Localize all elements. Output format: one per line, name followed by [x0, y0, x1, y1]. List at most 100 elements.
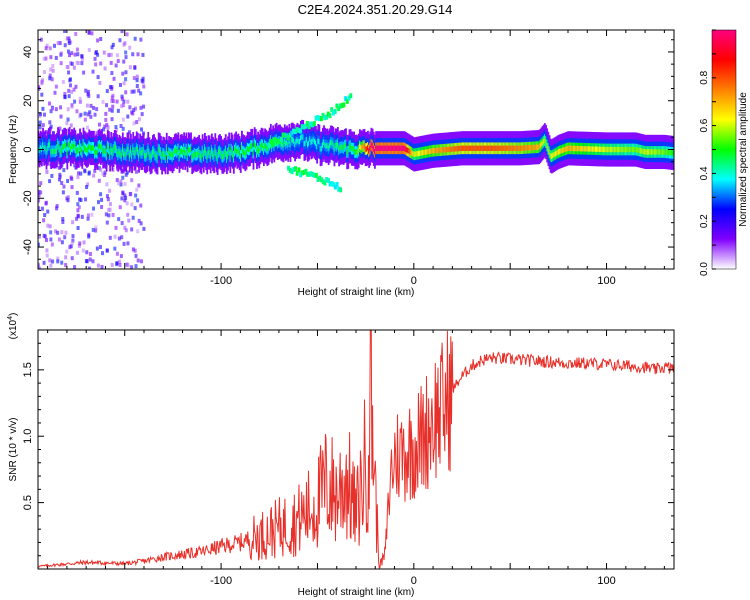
ridge-mark [599, 146, 602, 152]
ridge-mark [162, 151, 165, 157]
branch-mark [306, 171, 310, 177]
ridge-mark [491, 145, 494, 151]
ridge-mark [633, 146, 635, 153]
noise-speckle [110, 98, 114, 103]
noise-speckle [49, 67, 53, 72]
ridge-mark [563, 147, 566, 153]
ridge-mark [244, 151, 247, 157]
noise-speckle [44, 201, 48, 206]
branch-mark [314, 115, 318, 121]
noise-speckle [45, 253, 49, 258]
ridge-mark [145, 153, 147, 159]
ridge-mark [448, 146, 450, 153]
branch-mark [321, 112, 325, 118]
branch-mark [300, 124, 304, 130]
ridge-mark [441, 147, 443, 153]
branch-mark [332, 182, 336, 188]
ridge-mark [96, 150, 99, 156]
ridge-mark [602, 146, 605, 153]
ridge-mark [613, 146, 616, 153]
noise-speckle [136, 198, 140, 203]
noise-speckle [131, 52, 135, 57]
noise-speckle [78, 96, 82, 101]
branch-mark [340, 102, 344, 108]
branch-mark [281, 132, 285, 138]
ridge-mark [394, 145, 397, 151]
ridge-mark [341, 144, 344, 150]
ridge-mark [605, 146, 608, 153]
ridge-mark [622, 146, 625, 153]
ridge-mark [368, 148, 371, 154]
noise-speckle [40, 206, 44, 211]
branch-mark [314, 172, 318, 178]
ridge-mark [334, 142, 337, 149]
ridge-mark [583, 146, 586, 152]
ridge-mark [474, 145, 477, 151]
ridge-mark [579, 145, 582, 152]
ridge-mark [183, 146, 186, 153]
ridge-mark [158, 147, 161, 153]
noise-speckle [73, 265, 77, 269]
ridge-mark [399, 145, 402, 151]
noise-speckle [94, 225, 98, 230]
ridge-mark [543, 137, 546, 143]
noise-speckle [110, 71, 114, 76]
ridge-mark [557, 149, 560, 155]
noise-speckle [114, 63, 118, 68]
noise-speckle [63, 30, 67, 33]
x-tick-label: 100 [597, 275, 615, 287]
noise-speckle [62, 168, 66, 173]
noise-speckle [107, 53, 111, 58]
ridge-mark [420, 150, 423, 156]
noise-speckle [123, 193, 127, 198]
branch-mark [304, 123, 308, 129]
branch-mark [335, 103, 339, 109]
noise-speckle [46, 209, 50, 214]
ridge-mark [545, 139, 547, 145]
ridge-mark [51, 148, 54, 154]
noise-speckle [127, 130, 131, 135]
noise-speckle [105, 220, 109, 225]
noise-speckle [80, 57, 84, 62]
noise-speckle [140, 127, 144, 132]
ridge-mark [623, 146, 626, 153]
ridge-mark [317, 138, 320, 144]
ridge-mark [449, 146, 451, 153]
y-multiplier-label: (x104) [7, 313, 19, 340]
noise-speckle [75, 109, 79, 114]
ridge-mark [467, 145, 470, 151]
ridge-mark [620, 146, 623, 153]
ridge-mark [457, 145, 460, 152]
ridge-mark [580, 146, 583, 152]
x-tick-label: 0 [411, 575, 417, 587]
branch-mark [319, 116, 323, 122]
noise-speckle [78, 197, 82, 202]
noise-speckle [103, 124, 107, 129]
ridge-mark [578, 145, 581, 152]
noise-speckle [124, 70, 128, 75]
ridge-mark [98, 143, 101, 149]
noise-speckle [105, 182, 109, 187]
noise-speckle [120, 94, 124, 99]
ridge-mark [414, 151, 417, 157]
ridge-mark [86, 147, 88, 154]
ridge-mark [336, 141, 339, 147]
ridge-mark [652, 149, 655, 155]
branch-mark [311, 122, 315, 128]
ridge-mark [464, 145, 466, 151]
noise-speckle [139, 91, 143, 96]
ridge-mark [65, 143, 68, 149]
noise-speckle [71, 220, 75, 225]
ridge-mark [572, 145, 575, 152]
ridge-mark [567, 145, 569, 152]
noise-speckle [38, 189, 41, 194]
ridge-mark [670, 150, 672, 156]
noise-speckle [104, 117, 108, 122]
noise-speckle [122, 59, 126, 64]
noise-speckle [135, 78, 139, 83]
noise-speckle [48, 120, 52, 125]
ridge-mark [288, 138, 291, 144]
ridge-mark [589, 146, 591, 152]
ridge-mark [593, 146, 596, 152]
ridge-mark [93, 145, 95, 151]
